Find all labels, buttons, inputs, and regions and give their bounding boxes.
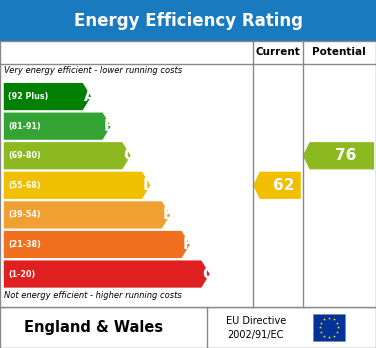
Polygon shape [253, 172, 301, 199]
Text: A: A [83, 89, 95, 104]
Polygon shape [4, 231, 190, 258]
Polygon shape [4, 201, 170, 229]
Text: F: F [182, 237, 193, 252]
Polygon shape [4, 260, 210, 288]
Text: 76: 76 [335, 148, 356, 163]
Text: England & Wales: England & Wales [24, 320, 164, 335]
Bar [0, 0, 376, 41]
Text: G: G [202, 267, 215, 282]
Text: 62: 62 [273, 178, 295, 193]
Text: (69-80): (69-80) [8, 151, 41, 160]
Polygon shape [4, 112, 111, 140]
Text: D: D [143, 178, 155, 193]
Polygon shape [303, 142, 374, 169]
Polygon shape [4, 83, 91, 110]
Text: C: C [123, 148, 134, 163]
Text: (92 Plus): (92 Plus) [8, 92, 49, 101]
Text: (1-20): (1-20) [8, 270, 35, 278]
Text: (21-38): (21-38) [8, 240, 41, 249]
Text: Not energy efficient - higher running costs: Not energy efficient - higher running co… [4, 291, 182, 300]
Text: 2002/91/EC: 2002/91/EC [227, 330, 284, 340]
Bar [0, 307, 376, 348]
Text: Energy Efficiency Rating: Energy Efficiency Rating [73, 11, 303, 30]
Text: B: B [103, 119, 115, 134]
Text: (81-91): (81-91) [8, 122, 41, 130]
Polygon shape [4, 142, 130, 169]
Text: E: E [162, 207, 173, 222]
Text: (55-68): (55-68) [8, 181, 41, 190]
Text: Potential: Potential [312, 47, 366, 57]
Text: Very energy efficient - lower running costs: Very energy efficient - lower running co… [4, 66, 182, 76]
Polygon shape [4, 172, 150, 199]
Text: EU Directive: EU Directive [226, 316, 286, 326]
Bar [313, 315, 345, 340]
Text: (39-54): (39-54) [8, 211, 41, 219]
Text: Current: Current [255, 47, 300, 57]
Bar [0, 41, 376, 307]
